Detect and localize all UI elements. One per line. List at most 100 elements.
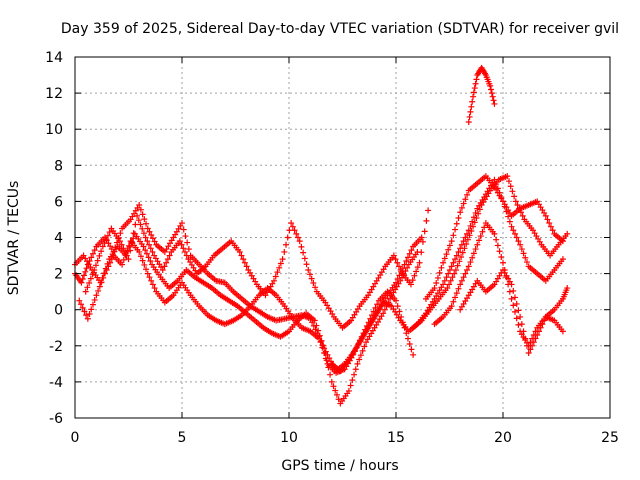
data-point: [419, 238, 426, 245]
data-point: [470, 93, 477, 100]
data-point: [505, 178, 512, 185]
data-point: [332, 387, 339, 394]
data-point: [500, 259, 506, 266]
data-point: [164, 256, 171, 263]
data-point: [308, 275, 315, 282]
data-point: [508, 295, 515, 302]
data-point: [446, 242, 453, 249]
data-point: [84, 284, 91, 291]
data-point: [507, 183, 514, 190]
data-point: [449, 274, 456, 281]
data-point: [537, 324, 544, 331]
data-point: [179, 220, 185, 227]
data-point: [458, 277, 465, 284]
data-point: [243, 263, 250, 270]
data-point: [431, 285, 438, 292]
data-point: [120, 256, 127, 263]
data-point: [489, 93, 496, 100]
data-point: [472, 80, 479, 87]
data-point: [481, 224, 488, 231]
data-point: [134, 212, 141, 219]
data-point: [473, 215, 480, 222]
data-point: [107, 259, 114, 266]
data-point: [82, 268, 89, 275]
data-point: [315, 327, 322, 334]
y-tick-label: 12: [45, 86, 63, 102]
data-point: [352, 366, 359, 373]
data-point: [89, 271, 96, 278]
series-track-g: [422, 173, 566, 302]
data-point: [447, 277, 454, 284]
data-point: [443, 251, 450, 258]
data-point: [306, 271, 313, 278]
data-point: [527, 346, 534, 353]
data-point: [523, 342, 530, 349]
data-point: [298, 243, 305, 250]
data-point: [529, 342, 536, 349]
data-point: [547, 223, 554, 230]
data-point: [393, 279, 399, 286]
data-point: [393, 297, 399, 304]
data-point: [293, 230, 300, 237]
data-point: [137, 253, 144, 260]
data-point: [457, 209, 464, 216]
data-point: [149, 281, 156, 288]
data-point: [83, 312, 90, 319]
data-point: [127, 247, 134, 254]
data-point: [139, 225, 146, 232]
data-point: [105, 263, 112, 270]
data-point: [322, 348, 329, 355]
data-point: [184, 239, 191, 246]
data-point: [357, 352, 364, 359]
data-point: [564, 285, 571, 292]
data-point: [148, 231, 155, 238]
data-point: [532, 335, 539, 342]
data-point: [473, 76, 480, 83]
data-point: [406, 340, 413, 347]
data-point: [271, 277, 278, 284]
data-point: [470, 89, 477, 96]
data-point: [513, 300, 520, 307]
data-point: [137, 206, 144, 213]
data-point: [464, 236, 471, 243]
data-point: [94, 257, 101, 264]
data-point: [330, 383, 337, 390]
data-point: [445, 246, 452, 253]
data-point: [468, 103, 475, 110]
data-point: [139, 257, 146, 264]
y-tick-label: 10: [45, 122, 63, 138]
data-point: [159, 266, 166, 273]
x-tick-label: 25: [601, 430, 619, 446]
data-point: [146, 228, 153, 235]
data-point: [300, 249, 307, 256]
data-point: [512, 198, 519, 205]
chart-title: Day 359 of 2025, Sidereal Day-to-day VTE…: [61, 21, 619, 37]
data-point: [453, 290, 460, 297]
data-point: [408, 346, 415, 353]
data-point: [407, 281, 414, 288]
data-point: [141, 216, 148, 223]
data-point: [487, 82, 494, 89]
data-point: [395, 263, 402, 270]
data-point: [91, 296, 98, 303]
data-point: [143, 250, 150, 257]
x-tick-label: 0: [71, 430, 80, 446]
data-point: [79, 276, 86, 283]
data-point: [455, 215, 462, 222]
data-point: [397, 266, 404, 273]
data-point: [559, 238, 566, 245]
data-point: [140, 230, 147, 237]
data-point: [520, 250, 527, 257]
data-point: [511, 308, 518, 315]
data-point: [288, 220, 295, 227]
data-point: [101, 239, 108, 246]
data-point: [103, 236, 110, 243]
series-track-i: [457, 266, 566, 357]
data-point: [493, 236, 500, 243]
data-point: [161, 263, 168, 270]
data-point: [513, 315, 520, 322]
data-point: [381, 306, 388, 313]
data-point: [446, 281, 453, 288]
data-point: [549, 227, 556, 234]
data-point: [128, 238, 135, 245]
